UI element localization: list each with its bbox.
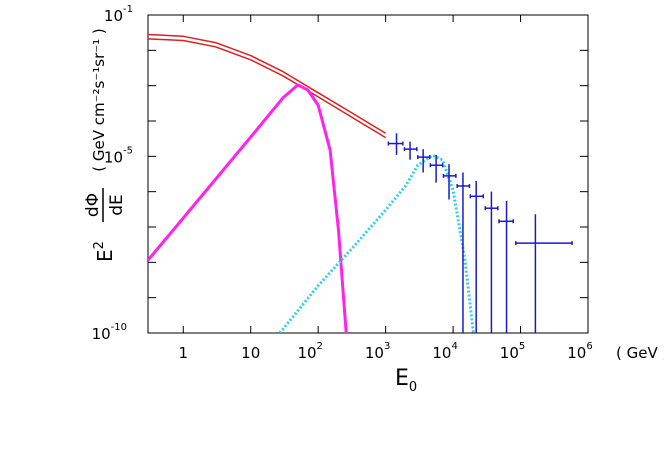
curve	[148, 38, 386, 139]
plot-frame	[147, 14, 589, 334]
tick-exponent: 6	[586, 341, 592, 352]
y-label-numerator: dΦ	[83, 193, 103, 217]
tick-label: 104	[432, 341, 457, 362]
tick-label: 102	[297, 341, 322, 362]
tick-exponent: -10	[111, 322, 127, 333]
tick-label: 106	[567, 341, 592, 362]
y-label-base: E2	[92, 241, 117, 262]
tick-base: 10	[104, 148, 123, 166]
tick-exponent: 5	[519, 341, 525, 352]
tick-label: 10-10	[92, 322, 127, 343]
y-label-units: ( GeV cm⁻²s⁻¹sr⁻¹ )	[90, 28, 108, 172]
x-unit: ( GeV )	[616, 344, 664, 362]
tick-label: 10	[241, 344, 260, 362]
plot-area	[148, 33, 573, 333]
y-label-denominator: dE	[107, 194, 127, 216]
tick-exponent: 4	[451, 341, 457, 352]
curve	[278, 153, 475, 333]
tick-base: 10	[567, 344, 586, 362]
curve	[148, 83, 348, 333]
tick-exponent: 3	[384, 341, 390, 352]
tick-base: 10	[500, 344, 519, 362]
tick-label: 1	[178, 344, 188, 362]
tick-base: 10	[432, 344, 451, 362]
tick-base: 10	[297, 344, 316, 362]
tick-label: 105	[500, 341, 525, 362]
tick-base: 10	[365, 344, 384, 362]
tick-exponent: -5	[123, 145, 133, 156]
tick-label: 103	[365, 341, 390, 362]
curve	[148, 33, 386, 134]
x-axis-label: E0	[395, 366, 417, 395]
tick-base: 10	[92, 325, 111, 343]
tick-base: 10	[104, 7, 123, 25]
tick-exponent: 2	[317, 341, 323, 352]
tick-label: 10-1	[104, 4, 133, 25]
tick-label: 10-5	[104, 145, 133, 166]
tick-exponent: -1	[123, 4, 133, 15]
